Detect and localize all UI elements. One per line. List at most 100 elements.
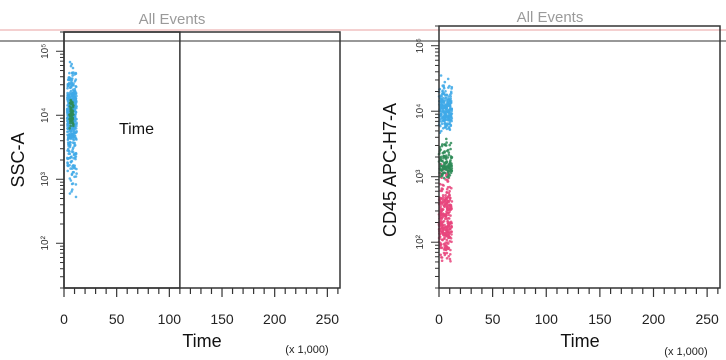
data-point — [73, 175, 76, 179]
plot-cd45-vs-time: All Events 0 50 100 150 200 250 10²10³10⁴10⁵ … — [380, 9, 721, 358]
x-axis-unit: (x 1,000) — [285, 344, 328, 356]
data-point — [70, 182, 74, 186]
data-point — [439, 201, 443, 204]
data-point — [70, 77, 73, 80]
data-point — [449, 248, 452, 252]
data-point — [450, 230, 454, 233]
data-point — [68, 71, 71, 75]
data-point — [68, 121, 72, 125]
data-point — [444, 217, 447, 221]
data-point — [448, 160, 452, 163]
plot-ssc-vs-time: All Events Time 0 50 100 150 200 250 10²10³10… — [8, 11, 341, 356]
data-point — [75, 167, 78, 171]
data-point — [447, 224, 450, 228]
data-point — [67, 157, 70, 160]
data-point — [440, 207, 444, 211]
y-axis: 10² 10³ 10⁴ 10⁵ — [40, 31, 64, 289]
data-point — [443, 80, 447, 84]
data-point — [72, 84, 75, 87]
data-point — [69, 179, 73, 182]
data-point — [450, 224, 453, 228]
data-point — [442, 171, 446, 174]
data-point — [450, 164, 454, 168]
data-point — [69, 107, 72, 111]
data-point — [447, 242, 450, 245]
data-point — [443, 232, 447, 235]
data-point — [448, 114, 451, 118]
data-point — [447, 126, 451, 129]
data-point — [448, 227, 451, 231]
data-point — [70, 81, 73, 84]
data-point — [445, 141, 448, 144]
data-point — [449, 253, 452, 256]
x-axis-title: Time — [560, 331, 599, 351]
data-point — [68, 192, 72, 195]
data-point — [449, 93, 452, 96]
data-point — [443, 248, 447, 251]
data-point — [447, 232, 451, 235]
data-point — [439, 74, 443, 77]
data-point — [74, 137, 78, 140]
data-point — [443, 227, 446, 231]
data-point — [448, 174, 452, 177]
data-point — [74, 110, 77, 113]
data-point — [72, 71, 75, 74]
data-point — [444, 90, 447, 93]
data-point — [449, 90, 453, 94]
data-point — [74, 85, 78, 89]
data-point — [443, 237, 446, 241]
data-point — [450, 200, 454, 203]
data-point — [442, 154, 446, 158]
data-point — [69, 167, 72, 170]
data-point — [445, 238, 449, 242]
data-point — [443, 198, 447, 202]
gate: Time — [63, 31, 181, 289]
data-point — [69, 160, 73, 163]
data-point — [75, 124, 78, 128]
data-point — [445, 257, 449, 260]
data-point — [448, 257, 452, 261]
data-point — [443, 121, 447, 125]
x-tick-label: 50 — [485, 311, 501, 327]
data-point — [449, 196, 452, 200]
plot-frame — [63, 31, 341, 289]
data-point — [447, 205, 451, 208]
x-tick-label: 200 — [263, 311, 287, 327]
data-point — [443, 253, 447, 257]
data-point — [448, 143, 452, 147]
data-point — [447, 254, 451, 258]
data-point — [443, 110, 446, 113]
data-point — [448, 236, 451, 240]
data-point — [445, 137, 448, 141]
data-point — [440, 221, 443, 224]
data-point — [441, 127, 445, 130]
data-point — [446, 104, 450, 108]
data-point — [447, 151, 451, 154]
data-point — [443, 112, 446, 115]
x-tick-label: 50 — [109, 311, 125, 327]
gate-label: Time — [119, 121, 154, 138]
data-point — [66, 136, 70, 140]
x-tick-label: 100 — [535, 311, 559, 327]
y-tick-label: 10⁴ — [415, 104, 426, 119]
data-point — [71, 103, 74, 107]
data-point — [442, 219, 446, 223]
data-point — [439, 117, 443, 120]
data-point — [441, 119, 445, 122]
data-point — [71, 112, 74, 115]
data-point — [446, 100, 449, 104]
data-point — [440, 187, 444, 190]
data-point — [442, 96, 445, 100]
data-point — [442, 176, 446, 180]
data-point — [71, 88, 75, 91]
gate-rectangle — [63, 31, 181, 289]
data-point — [70, 62, 73, 66]
data-point — [440, 189, 444, 193]
data-point — [74, 72, 78, 75]
data-point — [66, 161, 69, 164]
data-point — [71, 74, 74, 77]
data-point — [70, 172, 74, 176]
data-point — [450, 156, 453, 159]
data-point — [448, 162, 451, 166]
data-point — [442, 85, 446, 89]
